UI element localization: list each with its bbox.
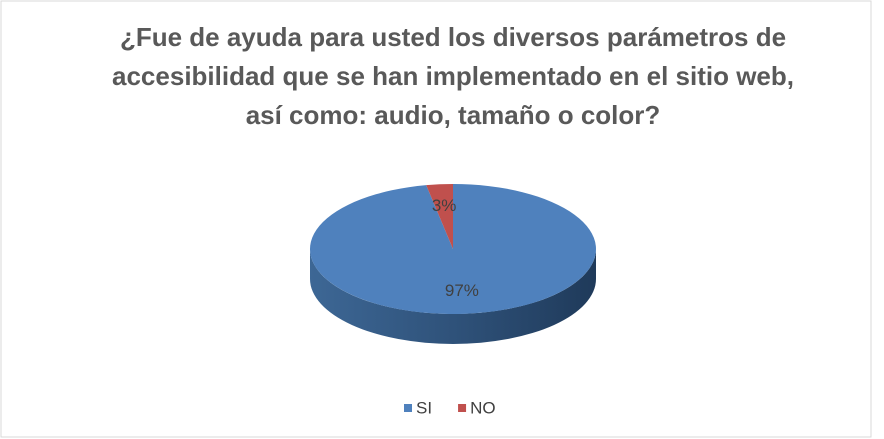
data-label: 97% bbox=[445, 281, 479, 300]
chart-title: ¿Fue de ayuda para usted los diversos pa… bbox=[112, 22, 794, 130]
legend-swatch bbox=[404, 404, 412, 412]
slice bbox=[309, 184, 596, 314]
data-label: 3% bbox=[432, 196, 457, 215]
legend-label: NO bbox=[470, 398, 496, 417]
legend-label: SI bbox=[416, 398, 432, 417]
slice-side bbox=[310, 249, 596, 344]
slice bbox=[426, 184, 453, 249]
legend-swatch bbox=[458, 404, 467, 412]
